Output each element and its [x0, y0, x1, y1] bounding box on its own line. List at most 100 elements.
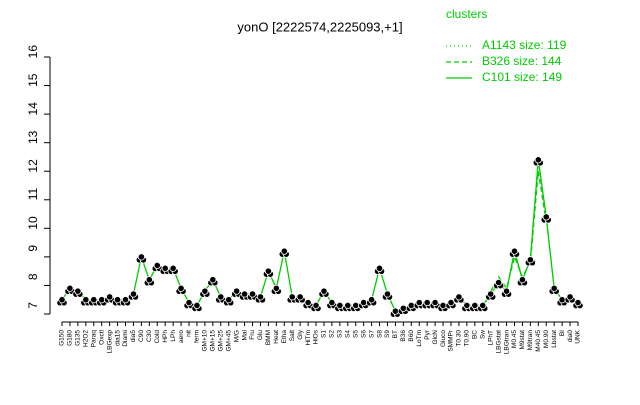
x-tick-label: M40.45	[535, 330, 542, 352]
data-point	[479, 301, 487, 310]
x-tick-label: Cold	[154, 330, 161, 344]
x-tick-label: Heat	[273, 330, 280, 344]
chart-title: yonO [2222574,2225093,+1]	[237, 19, 402, 34]
data-point	[391, 307, 400, 315]
data-point	[129, 290, 138, 298]
data-point	[447, 298, 455, 307]
x-tick-label: S8	[376, 330, 383, 338]
x-tick-label: Paraq	[90, 330, 97, 348]
x-tick-label: G180	[67, 330, 74, 346]
y-tick-label: 11	[26, 187, 40, 200]
x-tick-label: LBGstat	[495, 330, 502, 354]
data-point	[574, 298, 582, 307]
x-tick-label: dia5	[130, 330, 137, 343]
x-tick-label: T0.90	[464, 330, 471, 347]
data-point	[98, 296, 106, 304]
x-tick-label: LPhT	[487, 330, 494, 346]
data-point	[161, 264, 169, 272]
data-point	[431, 298, 439, 307]
data-point	[209, 276, 217, 284]
data-point	[185, 298, 193, 307]
x-tick-label: HPh	[162, 330, 169, 343]
data-point	[296, 293, 304, 301]
data-point	[145, 276, 153, 284]
data-point	[272, 284, 280, 292]
y-tick-label: 16	[26, 45, 40, 59]
data-point	[399, 304, 407, 312]
y-tick-label: 8	[26, 273, 40, 280]
data-point	[455, 293, 463, 301]
data-point	[495, 278, 503, 287]
data-point	[280, 247, 288, 255]
x-tick-label: G135	[75, 330, 82, 346]
data-point	[534, 156, 542, 164]
legend-label: C101 size: 149	[482, 70, 562, 84]
data-point	[193, 301, 201, 310]
data-point	[288, 293, 296, 301]
x-tick-label: SMMPr	[448, 329, 455, 352]
y-tick-label: 7	[26, 302, 40, 309]
data-point	[217, 293, 225, 301]
x-tick-label: GM+15	[210, 330, 217, 352]
data-point	[233, 287, 241, 295]
x-tick-label: H2O2	[83, 330, 90, 347]
y-tick-label: 13	[26, 130, 40, 144]
data-point	[352, 301, 360, 310]
data-point	[383, 290, 392, 298]
x-tick-label: nit	[186, 330, 193, 337]
x-tick-label: GlcN	[432, 330, 439, 345]
data-point	[248, 290, 257, 298]
x-tick-label: S2	[329, 330, 336, 338]
data-point	[336, 301, 344, 310]
data-point	[256, 293, 265, 301]
x-tick-label: Diami	[122, 330, 129, 347]
data-point	[463, 301, 471, 310]
x-tick-label: G150	[59, 330, 66, 346]
data-point	[558, 296, 566, 304]
x-tick-label: ferm	[194, 330, 201, 343]
data-point	[153, 261, 161, 270]
x-tick-label: GM+45	[225, 330, 232, 352]
x-tick-label: Sw	[479, 330, 486, 339]
x-tick-label: M/G	[233, 330, 240, 342]
data-point	[82, 296, 90, 304]
data-point	[487, 290, 495, 298]
data-point	[106, 293, 114, 301]
x-tick-label: dia15	[114, 330, 121, 346]
legend-label: B326 size: 144	[482, 54, 562, 68]
x-tick-label: Fru	[249, 330, 256, 340]
x-tick-label: S1	[321, 330, 328, 338]
data-point	[320, 287, 328, 295]
data-point	[360, 298, 368, 307]
x-tick-label: M9tran	[527, 330, 534, 351]
data-point	[90, 296, 98, 304]
x-tick-label: S5	[352, 330, 359, 338]
x-tick-label: dia0	[567, 330, 574, 343]
x-tick-label: UNK	[575, 329, 582, 343]
x-tick-label: GM+10	[202, 330, 209, 352]
data-point	[407, 301, 415, 310]
data-point	[328, 298, 336, 307]
x-tick-label: S4	[345, 330, 352, 338]
data-point	[510, 247, 519, 255]
data-point	[471, 301, 479, 310]
x-tick-label: BC	[472, 330, 479, 339]
data-point	[264, 267, 272, 275]
x-tick-label: S7	[368, 330, 375, 338]
legend-label: A1143 size: 119	[482, 38, 567, 52]
y-tick-label: 9	[26, 245, 40, 252]
data-point	[439, 301, 447, 310]
data-point	[113, 296, 122, 304]
x-tick-label: BT	[392, 330, 399, 338]
x-tick-label: LBGtran	[503, 330, 510, 355]
series-line	[490, 171, 547, 292]
data-point	[66, 284, 74, 292]
x-tick-label: HiOs	[313, 329, 320, 344]
x-tick-label: Oxctl	[98, 329, 105, 344]
x-tick-label: Pyr	[424, 329, 431, 340]
x-tick-label: C30	[146, 330, 153, 342]
data-point	[225, 296, 233, 304]
legend-title: clusters	[446, 7, 487, 21]
data-point	[240, 290, 249, 298]
